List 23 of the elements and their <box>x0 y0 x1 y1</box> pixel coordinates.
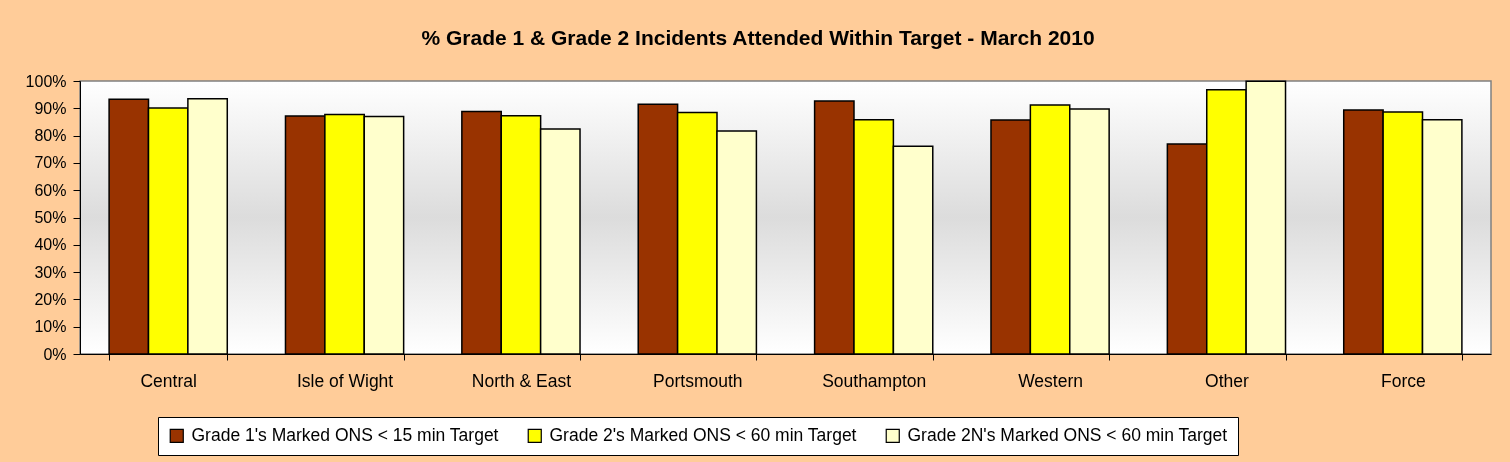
x-tick-label: Portsmouth <box>653 370 743 391</box>
y-tick-label: 80% <box>34 127 67 145</box>
y-tick-label: 90% <box>34 99 67 117</box>
y-tick-label: 40% <box>34 236 67 254</box>
y-tick-label: 50% <box>34 209 67 226</box>
x-tick-label: Force <box>1380 370 1426 391</box>
y-tick-label: 0% <box>43 345 67 363</box>
legend-label: Grade 2's Marked ONS < 60 min Target <box>549 424 857 445</box>
y-tick-label: 20% <box>34 290 67 308</box>
y-tick-label: 70% <box>34 154 67 172</box>
legend-label: Grade 1's Marked ONS < 15 min Target <box>191 424 499 445</box>
y-tick-label: 10% <box>34 318 67 336</box>
chart-title: % Grade 1 & Grade 2 Incidents Attended Within Target - March 2010 <box>421 26 1095 49</box>
y-tick-label: 60% <box>34 181 67 199</box>
x-tick-label: Southampton <box>822 370 927 391</box>
x-tick-label: Central <box>140 370 197 391</box>
y-tick-label: 100% <box>25 72 67 90</box>
y-tick-label: 30% <box>34 263 67 281</box>
x-tick-label: Western <box>1018 370 1083 391</box>
x-tick-label: North & East <box>471 370 572 391</box>
x-tick-label: Other <box>1205 370 1249 391</box>
x-tick-label: Isle of Wight <box>296 370 394 391</box>
legend-label: Grade 2N's Marked ONS < 60 min Target <box>907 424 1228 445</box>
